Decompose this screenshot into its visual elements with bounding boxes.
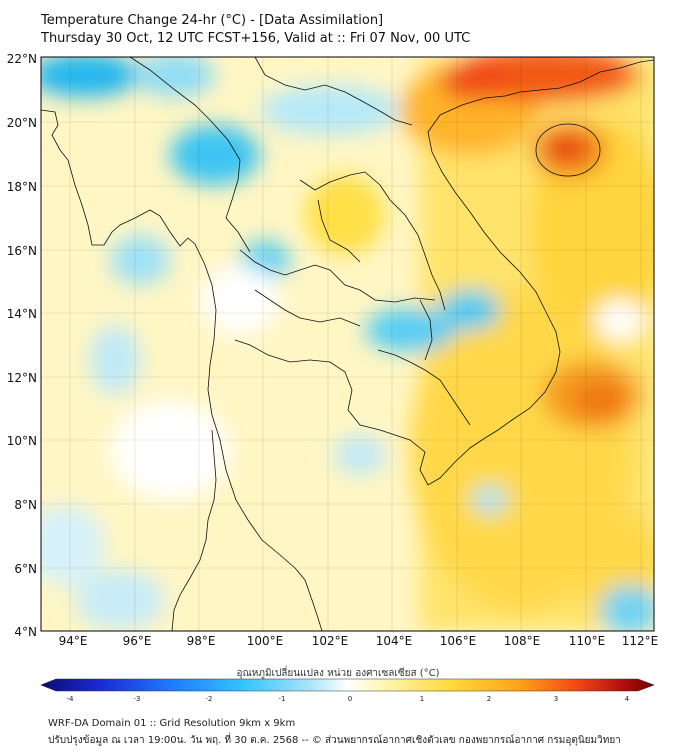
colorbar-tick: 1 [420, 695, 424, 703]
latitude-labels: 22°N 20°N 18°N 16°N 14°N 12°N 10°N 8°N 6… [7, 52, 37, 639]
lon-label: 100°E [247, 634, 284, 648]
lon-label: 104°E [376, 634, 413, 648]
lon-label: 112°E [622, 634, 659, 648]
lon-label: 98°E [187, 634, 216, 648]
lon-label: 106°E [440, 634, 477, 648]
map-frame [40, 56, 655, 632]
lat-label: 16°N [7, 244, 37, 258]
lat-label: 14°N [7, 307, 37, 321]
lon-label: 96°E [123, 634, 152, 648]
colorbar-scale [40, 678, 655, 692]
colorbar-tick: -2 [206, 695, 213, 703]
lat-label: 12°N [7, 371, 37, 385]
colorbar-tick: -1 [279, 695, 286, 703]
temperature-field [41, 57, 654, 631]
lon-label: 110°E [569, 634, 606, 648]
lat-label: 8°N [14, 498, 37, 512]
colorbar-tick: 0 [348, 695, 352, 703]
colorbar-title: อุณหภูมิเปลี่ยนแปลง หน่วย องศาเซลเซียส (… [236, 668, 440, 679]
lat-label: 4°N [14, 625, 37, 639]
lon-label: 108°E [504, 634, 541, 648]
coastlines-borders [41, 57, 654, 631]
colorbar: -4 -3 -2 -1 0 1 2 3 4 [40, 678, 655, 703]
footer-credit: ปรับปรุงข้อมูล ณ เวลา 19:00น. วัน พฤ. ที… [48, 735, 621, 746]
colorbar-tick: -3 [134, 695, 141, 703]
map-subtitle: Thursday 30 Oct, 12 UTC FCST+156, Valid … [41, 31, 471, 46]
footer-model-info: WRF-DA Domain 01 :: Grid Resolution 9km … [48, 718, 296, 729]
longitude-labels: 94°E 96°E 98°E 100°E 102°E 104°E 106°E 1… [59, 634, 659, 648]
lat-label: 6°N [14, 562, 37, 576]
lat-label: 22°N [7, 52, 37, 66]
colorbar-tick: -4 [67, 695, 75, 703]
colorbar-tick: 3 [554, 695, 558, 703]
lat-label: 20°N [7, 116, 37, 130]
lat-label: 10°N [7, 434, 37, 448]
lon-label: 102°E [312, 634, 349, 648]
colorbar-tick: 2 [487, 695, 491, 703]
colorbar-tick: 4 [625, 695, 630, 703]
map-title: Temperature Change 24-hr (°C) - [Data As… [41, 13, 384, 28]
lon-label: 94°E [59, 634, 88, 648]
lat-label: 18°N [7, 180, 37, 194]
gridlines [41, 57, 654, 631]
